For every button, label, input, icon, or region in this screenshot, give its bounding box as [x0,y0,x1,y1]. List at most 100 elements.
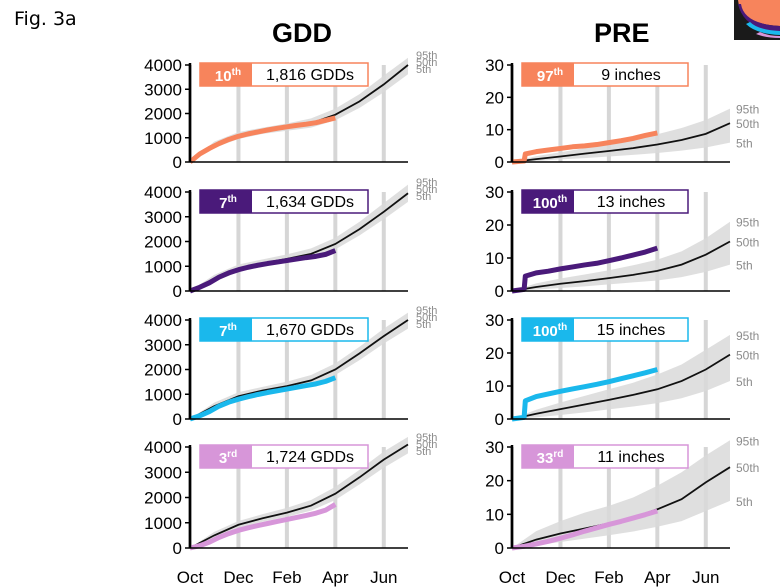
badge-rank-fill [200,63,252,86]
percentile-band [512,108,730,162]
percentile-label: 5th [736,137,753,151]
percentile-label: 50th [416,312,437,324]
median-line [511,122,731,163]
median-line [511,240,731,292]
rank-badge: 7th 1,670 GDDs [199,317,369,342]
percentile-label: 50th [416,184,437,196]
observed-line [511,508,659,551]
y-tick-label: 2000 [144,233,182,252]
badge-rank: 7th [219,194,237,212]
y-tick-label: 10 [485,505,504,524]
percentile-label: 5th [416,446,431,458]
badge-rank: 100th [533,194,567,212]
y-tick-label: 10 [485,121,504,140]
y-tick-label: 0 [495,539,504,558]
percentile-label: 50th [416,439,437,451]
percentile-label: 5th [736,259,753,273]
y-tick-label: 0 [173,282,182,301]
badge-rank-fill [522,445,574,468]
badge-value: 9 inches [601,67,661,84]
y-tick-label: 10 [485,249,504,268]
y-tick-label: 2000 [144,489,182,508]
rank-badge: 10th 1,816 GDDs [199,62,369,87]
rank-badge: 100th 15 inches [521,317,689,342]
percentile-label: 5th [416,191,431,203]
median-line [511,353,731,420]
badge-value: 11 inches [597,449,664,466]
observed-line [188,115,336,164]
badge-value: 15 inches [597,322,666,339]
y-tick-label: 0 [173,410,182,429]
percentile-label: 95th [416,177,437,189]
x-tick-label: Apr [322,568,349,587]
y-tick-label: 20 [485,472,504,491]
percentile-label: 95th [736,216,759,230]
x-tick-label: Jun [692,568,719,587]
percentile-label: 95th [736,103,759,117]
y-tick-label: 20 [485,88,504,107]
percentile-band [190,436,408,548]
percentile-band [512,334,730,419]
badge-rank: 100th [533,322,567,340]
y-tick-label: 0 [495,153,504,172]
percentile-label: 95th [416,432,437,444]
y-tick-label: 4000 [144,183,182,202]
x-tick-label: Feb [594,568,623,587]
y-tick-label: 1000 [144,129,182,148]
y-tick-label: 30 [485,311,504,330]
rank-badge: 7th 1,634 GDDs [199,189,369,214]
figure-label: Fig. 3a [14,8,77,30]
badge-rank-fill [200,190,252,213]
observed-line [511,245,659,294]
x-tick-label: Jun [370,568,397,587]
observed-line [511,367,658,422]
y-tick-label: 3000 [144,80,182,99]
percentile-label: 5th [416,319,431,331]
logo-icon [694,0,780,40]
median-line [189,443,409,549]
badge-rank: 97th [537,67,563,85]
percentile-label: 5th [736,495,753,509]
y-tick-label: 2000 [144,361,182,380]
badge-rank: 33rd [537,449,564,467]
percentile-band [190,312,408,419]
y-tick-label: 3000 [144,336,182,355]
observed-line [511,130,658,165]
y-tick-label: 0 [173,539,182,558]
rank-badge: 100th 13 inches [521,189,689,214]
rank-badge: 3rd 1,724 GDDs [199,444,369,469]
y-tick-label: 1000 [144,385,182,404]
y-tick-label: 30 [485,438,504,457]
y-tick-label: 1000 [144,514,182,533]
percentile-label: 5th [416,64,431,76]
x-tick-label: Dec [223,568,254,587]
y-tick-label: 3000 [144,463,182,482]
percentile-label: 50th [736,349,759,363]
y-tick-label: 20 [485,344,504,363]
y-tick-label: 2000 [144,105,182,124]
observed-line [189,502,337,551]
observed-line [189,248,337,294]
x-tick-label: Apr [644,568,671,587]
y-tick-label: 4000 [144,438,182,457]
observed-line [189,375,337,422]
y-tick-label: 4000 [144,56,182,75]
badge-rank: 7th [219,322,237,340]
y-tick-label: 3000 [144,208,182,227]
percentile-label: 95th [416,305,437,317]
badge-rank-fill [200,445,252,468]
rank-badge: 97th 9 inches [521,62,689,87]
panel-pre-3: 30 20 10 0 95th 50th 5th 100th 15 inches [485,311,759,429]
badge-rank: 10th [215,67,241,85]
y-tick-label: 1000 [144,257,182,276]
percentile-label: 50th [736,461,759,475]
y-tick-label: 0 [495,282,504,301]
percentile-band [190,184,408,291]
badge-rank: 3rd [219,449,237,467]
badge-value: 1,634 GDDs [266,194,354,211]
percentile-label: 50th [736,236,759,250]
percentile-label: 95th [736,434,759,448]
